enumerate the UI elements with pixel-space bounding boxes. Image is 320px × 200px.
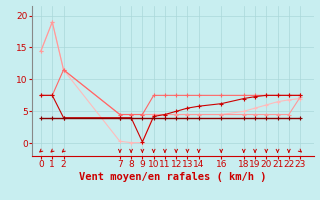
X-axis label: Vent moyen/en rafales ( km/h ): Vent moyen/en rafales ( km/h ) — [79, 172, 267, 182]
